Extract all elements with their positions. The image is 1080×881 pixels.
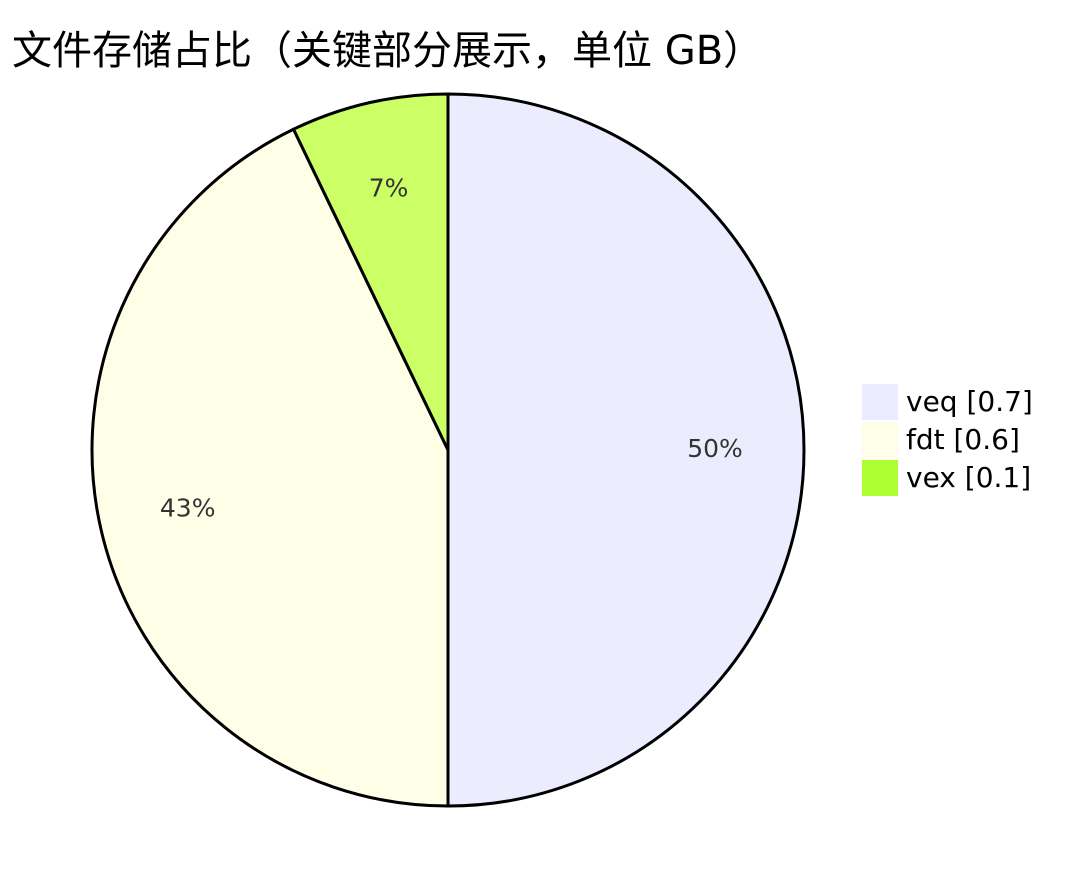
legend-swatch-vex <box>862 460 898 496</box>
legend-label-veq: veq [0.7] <box>906 385 1033 418</box>
legend-swatch-veq <box>862 384 898 420</box>
pie-slice-labels: 50% 43% 7% <box>160 174 743 523</box>
chart-legend: veq [0.7] fdt [0.6] vex [0.1] <box>862 384 1033 496</box>
legend-label-vex: vex [0.1] <box>906 461 1031 494</box>
pie-slice-veq <box>446 92 806 808</box>
pie-slice-percent-veq: 50% <box>687 434 743 463</box>
chart-title: 文件存储占比（关键部分展示，单位 GB） <box>12 28 763 74</box>
pie-slice-percent-vex: 7% <box>369 174 409 203</box>
legend-label-fdt: fdt [0.6] <box>906 423 1020 456</box>
pie-slice-fdt <box>90 127 450 808</box>
pie-slice-vex <box>291 92 450 451</box>
legend-swatch-fdt <box>862 422 898 458</box>
pie-slices <box>90 92 806 808</box>
pie-slice-percent-fdt: 43% <box>160 493 216 522</box>
